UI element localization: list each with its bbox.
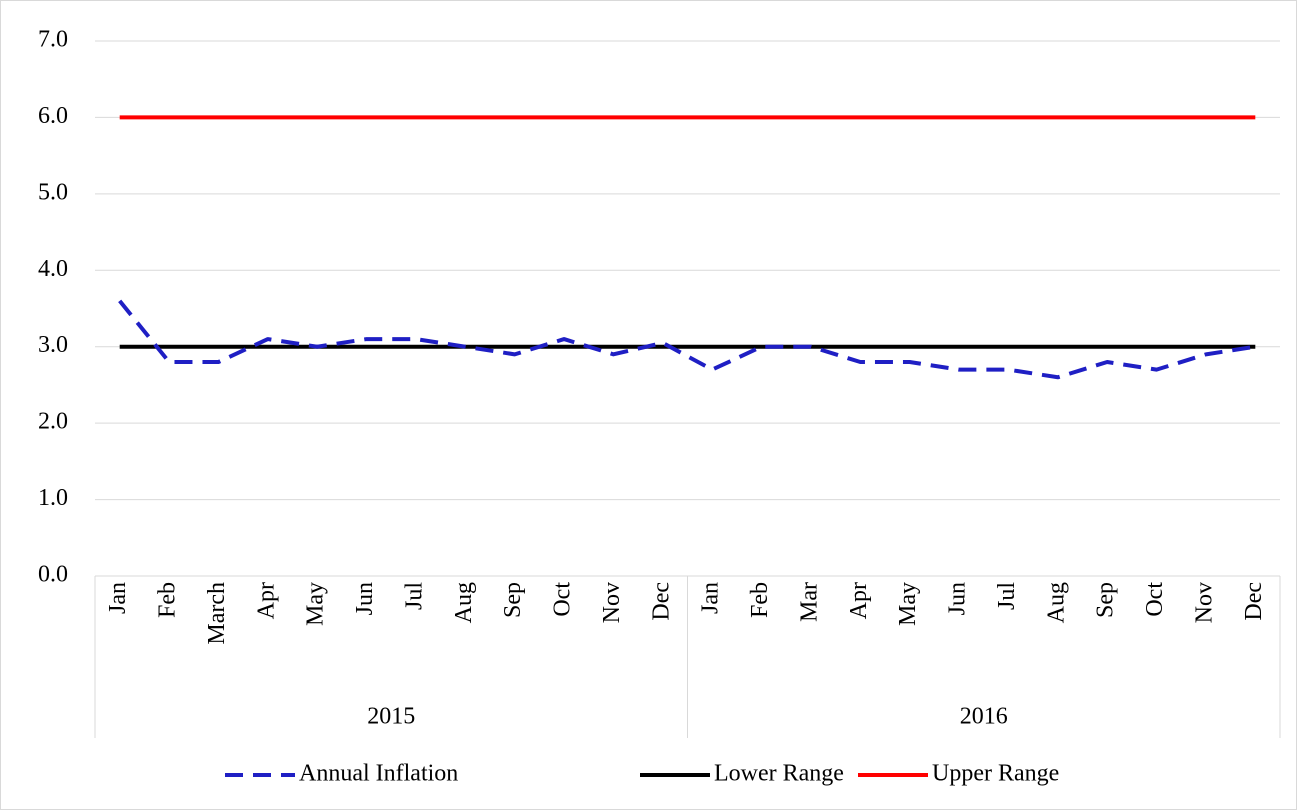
y-tick-label: 7.0	[38, 27, 68, 53]
x-tick-label: Jan	[698, 582, 724, 614]
x-tick-label: Sep	[1093, 582, 1119, 618]
y-tick-label: 5.0	[38, 179, 68, 205]
x-tick-label: Sep	[500, 582, 526, 618]
x-group-label: 2015	[367, 704, 415, 730]
x-tick-label: Nov	[599, 582, 625, 623]
x-tick-label: Dec	[1241, 582, 1267, 621]
x-tick-label: Jul	[994, 582, 1020, 610]
x-tick-label: Jun	[945, 582, 971, 615]
x-tick-label: March	[204, 582, 230, 645]
x-tick-label: May	[303, 582, 329, 626]
x-tick-label: Dec	[648, 582, 674, 621]
x-tick-label: Oct	[1142, 582, 1168, 617]
x-tick-label: Jun	[352, 582, 378, 615]
x-tick-label: Apr	[253, 582, 279, 619]
x-tick-label: Jul	[401, 582, 427, 610]
y-tick-label: 0.0	[38, 562, 68, 588]
x-tick-label: Jan	[105, 582, 131, 614]
x-tick-label: Oct	[550, 582, 576, 617]
x-group-label: 2016	[960, 704, 1008, 730]
y-tick-label: 3.0	[38, 332, 68, 358]
x-tick-label: May	[895, 582, 921, 626]
y-tick-label: 2.0	[38, 409, 68, 435]
y-tick-label: 4.0	[38, 256, 68, 282]
series-line	[118, 299, 1256, 380]
legend-label: Lower Range	[714, 761, 844, 787]
legend-label: Annual Inflation	[299, 761, 458, 787]
x-tick-label: Aug	[451, 582, 477, 623]
x-tick-label: Aug	[1043, 582, 1069, 623]
y-tick-label: 1.0	[38, 485, 68, 511]
y-tick-label: 6.0	[38, 103, 68, 129]
legend-label: Upper Range	[932, 761, 1059, 787]
x-tick-label: Apr	[846, 582, 872, 619]
x-tick-label: Mar	[796, 582, 822, 622]
x-tick-label: Feb	[747, 582, 773, 618]
x-tick-label: Nov	[1191, 582, 1217, 623]
x-tick-label: Feb	[155, 582, 181, 618]
